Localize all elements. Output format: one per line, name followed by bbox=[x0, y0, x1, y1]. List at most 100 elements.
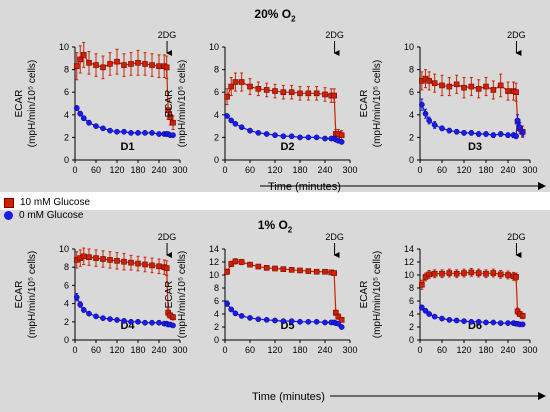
data-point bbox=[446, 270, 453, 276]
data-point bbox=[338, 132, 345, 138]
data-point bbox=[322, 268, 328, 275]
data-point bbox=[338, 324, 345, 330]
data-point bbox=[331, 270, 337, 276]
y-tick-label: 6 bbox=[214, 87, 219, 97]
y-axis-label: ECAR bbox=[14, 281, 25, 309]
data-point bbox=[255, 86, 262, 92]
y-tick-label: 0 bbox=[409, 155, 414, 165]
data-point bbox=[305, 268, 312, 274]
data-point bbox=[297, 134, 303, 141]
data-point bbox=[100, 125, 106, 132]
data-point bbox=[224, 268, 230, 275]
y-tick-label: 4 bbox=[214, 309, 219, 319]
data-point bbox=[272, 88, 278, 94]
data-point bbox=[297, 318, 303, 325]
data-point bbox=[93, 313, 99, 320]
data-point bbox=[280, 133, 287, 140]
data-point bbox=[453, 128, 460, 135]
data-point bbox=[232, 310, 239, 317]
data-point bbox=[128, 318, 134, 325]
legend-item-10mm: 10 mM Glucose bbox=[4, 196, 90, 209]
data-point bbox=[93, 123, 99, 129]
legend-item-0mm: 0 mM Glucose bbox=[4, 209, 90, 222]
y-axis-unit-label: (mpH/min/10⁵ cells) bbox=[177, 251, 188, 339]
data-point bbox=[170, 322, 176, 329]
data-point bbox=[135, 60, 141, 66]
data-point bbox=[121, 258, 127, 265]
annotation-2dg-label: 2DG bbox=[325, 232, 344, 242]
x-tick-label: 240 bbox=[317, 345, 332, 355]
y-tick-label: 6 bbox=[64, 280, 69, 290]
x-tick-label: 180 bbox=[130, 345, 145, 355]
data-point bbox=[263, 87, 270, 93]
y-axis-label: ECAR bbox=[14, 90, 25, 118]
data-point bbox=[497, 271, 504, 278]
series-10mm-glucose bbox=[224, 258, 345, 323]
data-point bbox=[142, 319, 148, 326]
y-tick-label: 0 bbox=[214, 335, 219, 345]
chart-d6: 0 2 4 6 8 10 12 14 0 60 120 180 240 300 ECAR (mpH/min/1… bbox=[359, 232, 538, 355]
data-point bbox=[483, 131, 489, 137]
data-point bbox=[114, 258, 120, 264]
data-point bbox=[461, 318, 467, 324]
y-tick-label: 12 bbox=[209, 257, 219, 267]
data-point bbox=[497, 82, 504, 89]
data-point bbox=[247, 83, 253, 90]
data-point bbox=[114, 58, 120, 65]
x-tick-label: 60 bbox=[245, 165, 255, 175]
data-point bbox=[272, 317, 278, 324]
data-point bbox=[461, 270, 467, 276]
data-point bbox=[93, 62, 99, 68]
y-tick-label: 10 bbox=[404, 42, 414, 52]
data-point bbox=[100, 256, 106, 262]
data-point bbox=[107, 61, 113, 67]
series-0mm-glucose bbox=[418, 98, 526, 140]
data-point bbox=[505, 272, 511, 278]
data-point bbox=[247, 315, 253, 321]
data-point bbox=[431, 270, 438, 277]
data-point bbox=[280, 89, 287, 95]
x-tick-label: 240 bbox=[151, 345, 166, 355]
data-point bbox=[490, 319, 497, 326]
x-tick-label: 60 bbox=[437, 165, 447, 175]
data-point bbox=[288, 133, 295, 140]
data-point bbox=[322, 135, 328, 142]
data-point bbox=[238, 79, 245, 85]
x-tick-label: 240 bbox=[500, 345, 515, 355]
x-tick-label: 300 bbox=[342, 345, 357, 355]
y-tick-label: 8 bbox=[64, 262, 69, 272]
data-point bbox=[422, 307, 429, 314]
data-point bbox=[461, 84, 467, 91]
data-point bbox=[288, 266, 295, 273]
data-point bbox=[80, 115, 87, 122]
x-tick-label: 0 bbox=[72, 345, 77, 355]
data-point bbox=[238, 313, 245, 319]
data-point bbox=[461, 130, 467, 136]
data-point bbox=[419, 281, 425, 288]
data-point bbox=[255, 316, 262, 323]
data-point bbox=[313, 318, 320, 325]
time-axis-label-top: Time (minutes) bbox=[268, 181, 341, 193]
data-point bbox=[163, 265, 170, 271]
y-tick-label: 6 bbox=[409, 87, 414, 97]
data-point bbox=[453, 270, 460, 277]
x-tick-label: 300 bbox=[522, 165, 537, 175]
data-point bbox=[128, 130, 134, 136]
data-point bbox=[418, 304, 425, 311]
data-point bbox=[128, 259, 134, 266]
x-tick-label: 0 bbox=[417, 345, 422, 355]
data-point bbox=[156, 263, 162, 270]
x-tick-label: 300 bbox=[522, 345, 537, 355]
data-point bbox=[142, 130, 148, 136]
data-point bbox=[149, 130, 155, 136]
annotation-2dg-label: 2DG bbox=[158, 30, 177, 40]
data-point bbox=[107, 127, 113, 134]
x-tick-label: 60 bbox=[91, 165, 101, 175]
series-0mm-glucose bbox=[418, 304, 526, 328]
data-point bbox=[418, 101, 425, 108]
x-tick-label: 0 bbox=[417, 165, 422, 175]
y-axis-label: ECAR bbox=[164, 90, 175, 118]
data-point bbox=[255, 263, 262, 270]
